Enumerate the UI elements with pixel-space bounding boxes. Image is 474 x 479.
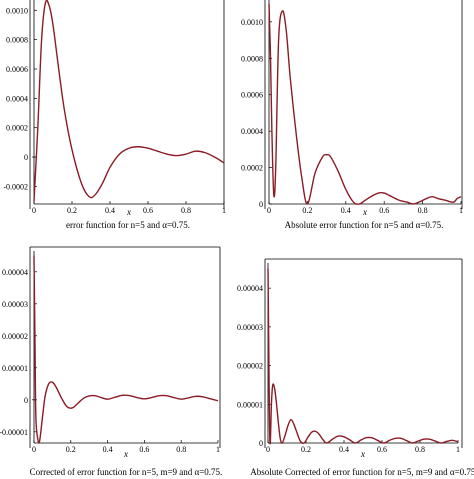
x-tick-label: 0.8 bbox=[181, 206, 191, 215]
y-tick-label: 0 bbox=[24, 153, 28, 162]
y-tick-label: 0.0006 bbox=[241, 91, 263, 100]
x-tick-label: 0.4 bbox=[103, 445, 113, 454]
x-tick-label: 0.2 bbox=[302, 206, 312, 215]
y-tick-label: 0.0002 bbox=[241, 164, 263, 173]
y-tick-label: 0.0004 bbox=[6, 94, 28, 103]
y-tick-label: 0.00001 bbox=[2, 364, 28, 373]
x-tick-label: 0.4 bbox=[105, 206, 115, 215]
y-tick-label: 0 bbox=[259, 200, 263, 209]
x-tick-label: 0.8 bbox=[418, 206, 428, 215]
y-tick-label: 0.0002 bbox=[6, 124, 28, 133]
chart-caption: Corrected of error function for n=5, m=9… bbox=[30, 467, 223, 477]
series-line-1 bbox=[267, 268, 459, 445]
x-tick-label: 0 bbox=[32, 206, 36, 215]
y-tick-label: 0.00002 bbox=[237, 362, 263, 371]
y-tick-label: 0.00002 bbox=[2, 332, 28, 341]
x-axis-label: x bbox=[360, 449, 365, 459]
x-axis-label: x bbox=[362, 207, 367, 217]
chart-panel-4: 0 0.2 0.4 0.6 0.8 1 0 0.00001 0.00002 0.00003 0.00… bbox=[237, 258, 474, 477]
y-tick-label: -0.00001 bbox=[0, 428, 28, 437]
x-tick-label: 0.4 bbox=[341, 206, 351, 215]
x-tick-label: 0.2 bbox=[301, 445, 311, 454]
x-tick-label: 1 bbox=[456, 445, 460, 454]
x-tick-label: 0.8 bbox=[415, 445, 425, 454]
y-tick-label: 0.0004 bbox=[241, 127, 263, 136]
x-axis-label: x bbox=[123, 449, 128, 459]
y-tick-label: 0.00004 bbox=[2, 268, 28, 277]
chart-panel-2: 0 0.2 0.4 0.6 0.8 1 0 0.0002 0.0004 0.0006 0.0008 0… bbox=[241, 0, 463, 230]
series-line-1 bbox=[33, 0, 225, 202]
y-tick-label: -0.0002 bbox=[3, 182, 28, 191]
x-tick-label: 0.6 bbox=[139, 445, 149, 454]
y-tick-label: 0.00003 bbox=[237, 323, 263, 332]
x-axis-label: x bbox=[126, 207, 131, 217]
y-tick-label: 0.0010 bbox=[241, 18, 263, 27]
y-tick-label: 0.00004 bbox=[237, 284, 263, 293]
x-tick-label: 0.6 bbox=[379, 206, 389, 215]
x-tick-label: 0 bbox=[267, 206, 271, 215]
chart-panel-1: 0 0.2 0.4 0.6 0.8 1 -0.0002 0 0.0002 0.0004 0.0006… bbox=[3, 0, 226, 230]
y-tick-label: 0.0008 bbox=[241, 54, 263, 63]
x-tick-label: 0.8 bbox=[176, 445, 186, 454]
y-tick-label: 0.0010 bbox=[6, 6, 28, 15]
chart-caption: Absolute Corrected of error function for… bbox=[250, 467, 474, 477]
y-tick-label: 0 bbox=[24, 396, 28, 405]
x-tick-label: 0.6 bbox=[377, 445, 387, 454]
series-line-1 bbox=[268, 3, 462, 205]
chart-panel-3: 0 0.2 0.4 0.6 0.8 1 -0.00001 0 0.00001 0.00002 0.0… bbox=[0, 246, 223, 477]
x-tick-label: 0.2 bbox=[66, 445, 76, 454]
x-tick-label: 1 bbox=[216, 445, 220, 454]
y-tick-label: 0.00001 bbox=[237, 400, 263, 409]
x-tick-label: 0 bbox=[266, 445, 270, 454]
y-tick-label: 0 bbox=[259, 439, 263, 448]
chart-caption: error function for n=5 and α=0.75. bbox=[66, 220, 190, 230]
y-tick-label: 0.00003 bbox=[2, 300, 28, 309]
y-tick-label: 0.0006 bbox=[6, 65, 28, 74]
x-tick-label: 0.6 bbox=[143, 206, 153, 215]
series-line-1 bbox=[33, 255, 219, 444]
x-tick-label: 1 bbox=[459, 206, 463, 215]
x-tick-label: 0 bbox=[32, 445, 36, 454]
x-tick-label: 1 bbox=[222, 206, 226, 215]
x-tick-label: 0.4 bbox=[339, 445, 349, 454]
chart-caption: Absolute error function for n=5 and α=0.… bbox=[285, 220, 444, 230]
y-tick-label: 0.0008 bbox=[6, 36, 28, 45]
x-tick-label: 0.2 bbox=[67, 206, 77, 215]
